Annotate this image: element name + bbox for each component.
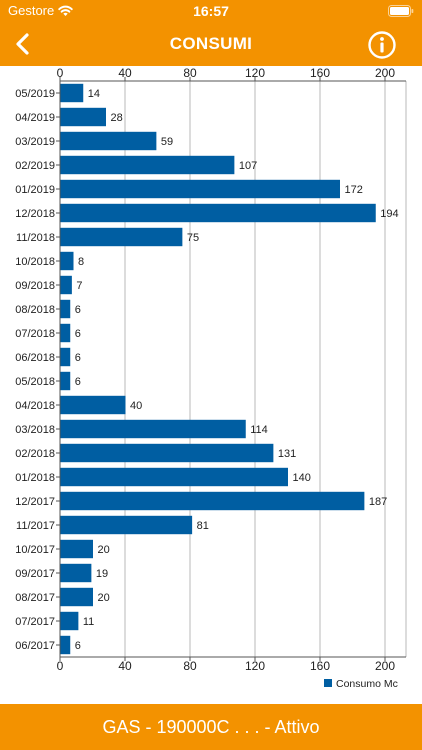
y-category-label: 12/2018 bbox=[15, 208, 55, 220]
y-category-label: 06/2017 bbox=[15, 640, 55, 652]
bar bbox=[60, 419, 246, 439]
x-tick-label: 80 bbox=[183, 66, 197, 80]
bar-value-label: 8 bbox=[78, 256, 84, 268]
status-bar: Gestore 16:57 bbox=[0, 0, 422, 22]
bar bbox=[60, 227, 183, 247]
bar-value-label: 140 bbox=[293, 472, 311, 484]
bar-value-label: 7 bbox=[76, 280, 82, 292]
legend-swatch bbox=[324, 679, 332, 687]
back-chevron-icon[interactable] bbox=[8, 28, 40, 60]
y-category-label: 03/2019 bbox=[15, 136, 55, 148]
bar bbox=[60, 299, 71, 319]
bar-value-label: 19 bbox=[96, 568, 108, 580]
bar-value-label: 6 bbox=[75, 328, 81, 340]
x-tick-label: 40 bbox=[118, 66, 132, 80]
bar-value-label: 81 bbox=[197, 520, 209, 532]
y-category-label: 11/2018 bbox=[16, 232, 55, 244]
y-category-label: 05/2019 bbox=[15, 88, 55, 100]
bar bbox=[60, 131, 157, 151]
bar bbox=[60, 611, 79, 631]
bar bbox=[60, 275, 72, 295]
carrier-name: Gestore bbox=[8, 3, 55, 18]
supply-status-text: GAS - 190000C . . . - Attivo bbox=[102, 717, 320, 737]
y-category-label: 07/2017 bbox=[15, 616, 55, 628]
y-category-label: 10/2017 bbox=[15, 544, 55, 556]
y-category-label: 11/2017 bbox=[16, 520, 55, 532]
bar-value-label: 107 bbox=[239, 160, 257, 172]
y-category-label: 03/2018 bbox=[15, 424, 55, 436]
bar bbox=[60, 107, 106, 127]
x-tick-label: 0 bbox=[57, 659, 64, 673]
bar bbox=[60, 443, 274, 463]
bar bbox=[60, 155, 235, 175]
x-tick-label: 80 bbox=[183, 659, 197, 673]
bar-value-label: 28 bbox=[111, 112, 123, 124]
bar-value-label: 6 bbox=[75, 304, 81, 316]
x-tick-label: 120 bbox=[245, 659, 265, 673]
bar-value-label: 6 bbox=[75, 376, 81, 388]
bar-value-label: 75 bbox=[187, 232, 199, 244]
supply-footer: GAS - 190000C . . . - Attivo bbox=[0, 704, 422, 750]
battery-icon bbox=[388, 5, 414, 17]
y-category-label: 04/2019 bbox=[15, 112, 55, 124]
y-category-label: 09/2018 bbox=[15, 280, 55, 292]
bar bbox=[60, 635, 71, 655]
bar bbox=[60, 179, 340, 199]
bar bbox=[60, 467, 288, 487]
y-category-label: 05/2018 bbox=[15, 376, 55, 388]
x-tick-label: 120 bbox=[245, 66, 265, 80]
bar-value-label: 6 bbox=[75, 352, 81, 364]
x-tick-label: 40 bbox=[118, 659, 132, 673]
bar-value-label: 14 bbox=[88, 88, 100, 100]
wifi-icon bbox=[58, 5, 73, 16]
y-category-label: 09/2017 bbox=[15, 568, 55, 580]
bar-value-label: 59 bbox=[161, 136, 173, 148]
bar-value-label: 20 bbox=[98, 592, 110, 604]
bar bbox=[60, 587, 93, 607]
bar-value-label: 11 bbox=[83, 616, 94, 628]
bar bbox=[60, 563, 92, 583]
bar bbox=[60, 323, 71, 343]
y-category-label: 01/2018 bbox=[15, 472, 55, 484]
bar-value-label: 114 bbox=[250, 424, 268, 436]
bar bbox=[60, 539, 93, 559]
y-category-label: 02/2018 bbox=[15, 448, 55, 460]
bar bbox=[60, 515, 193, 535]
bar bbox=[60, 395, 126, 415]
y-category-label: 08/2018 bbox=[15, 304, 55, 316]
bar bbox=[60, 371, 71, 391]
y-category-label: 08/2017 bbox=[15, 592, 55, 604]
x-tick-label: 200 bbox=[375, 659, 395, 673]
bar-value-label: 20 bbox=[98, 544, 110, 556]
consumption-bar-chart: 0 0 40 40 80 80 120 120 160 160 200 200 05/2019 14 04/… bbox=[0, 66, 422, 704]
y-category-label: 10/2018 bbox=[15, 256, 55, 268]
bar bbox=[60, 491, 365, 511]
bar bbox=[60, 83, 84, 103]
navigation-bar: CONSUMI bbox=[0, 22, 422, 66]
bar bbox=[60, 203, 376, 223]
bar-value-label: 187 bbox=[369, 496, 387, 508]
bar-value-label: 131 bbox=[278, 448, 296, 460]
y-category-label: 07/2018 bbox=[15, 328, 55, 340]
bar bbox=[60, 251, 74, 271]
y-category-label: 12/2017 bbox=[15, 496, 55, 508]
bar-value-label: 6 bbox=[75, 640, 81, 652]
x-tick-label: 160 bbox=[310, 66, 330, 80]
bar-value-label: 40 bbox=[130, 400, 142, 412]
y-category-label: 04/2018 bbox=[15, 400, 55, 412]
y-category-label: 06/2018 bbox=[15, 352, 55, 364]
bar-value-label: 194 bbox=[380, 208, 398, 220]
bar-value-label: 172 bbox=[345, 184, 363, 196]
clock-time: 16:57 bbox=[193, 3, 229, 19]
x-tick-label: 200 bbox=[375, 66, 395, 80]
legend-label: Consumo Mc bbox=[336, 678, 398, 690]
y-category-label: 01/2019 bbox=[15, 184, 55, 196]
x-tick-label: 160 bbox=[310, 659, 330, 673]
page-title: CONSUMI bbox=[169, 34, 253, 53]
bar bbox=[60, 347, 71, 367]
x-tick-label: 0 bbox=[57, 66, 64, 80]
info-icon[interactable] bbox=[366, 29, 398, 61]
y-category-label: 02/2019 bbox=[15, 160, 55, 172]
